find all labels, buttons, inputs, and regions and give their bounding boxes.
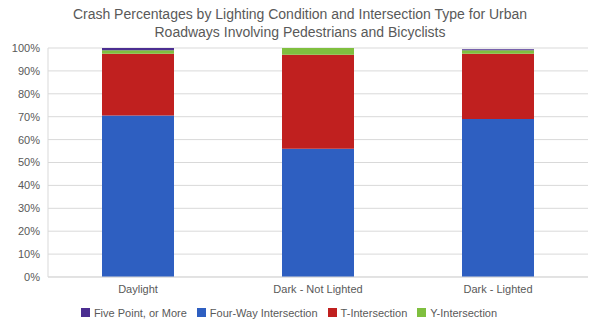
svg-text:10%: 10% [18,248,40,260]
svg-text:80%: 80% [18,88,40,100]
svg-text:30%: 30% [18,202,40,214]
html-text:T-Intersection: T-Intersection [340,307,408,319]
html-text:Four-Way Intersection: Four-Way Intersection [209,307,318,319]
svg-text:100%: 100% [12,42,40,54]
svg-text:50%: 50% [18,156,40,168]
html-text:Crash Percentages by Lighting: Crash Percentages by Lighting Condition … [72,6,528,40]
svg-text:Dark - Not Lighted: Dark - Not Lighted [273,283,362,295]
html-text:Y-Intersection: Y-Intersection [430,307,498,319]
svg-text:70%: 70% [18,111,40,123]
svg-text:60%: 60% [18,134,40,146]
svg-text:20%: 20% [18,225,40,237]
svg-text:90%: 90% [18,65,40,77]
svg-text:0%: 0% [24,271,40,283]
svg-text:Daylight: Daylight [118,283,158,295]
svg-text:Dark - Lighted: Dark - Lighted [463,283,532,295]
svg-text:40%: 40% [18,179,40,191]
html-text:Five Point, or More: Five Point, or More [93,307,187,319]
